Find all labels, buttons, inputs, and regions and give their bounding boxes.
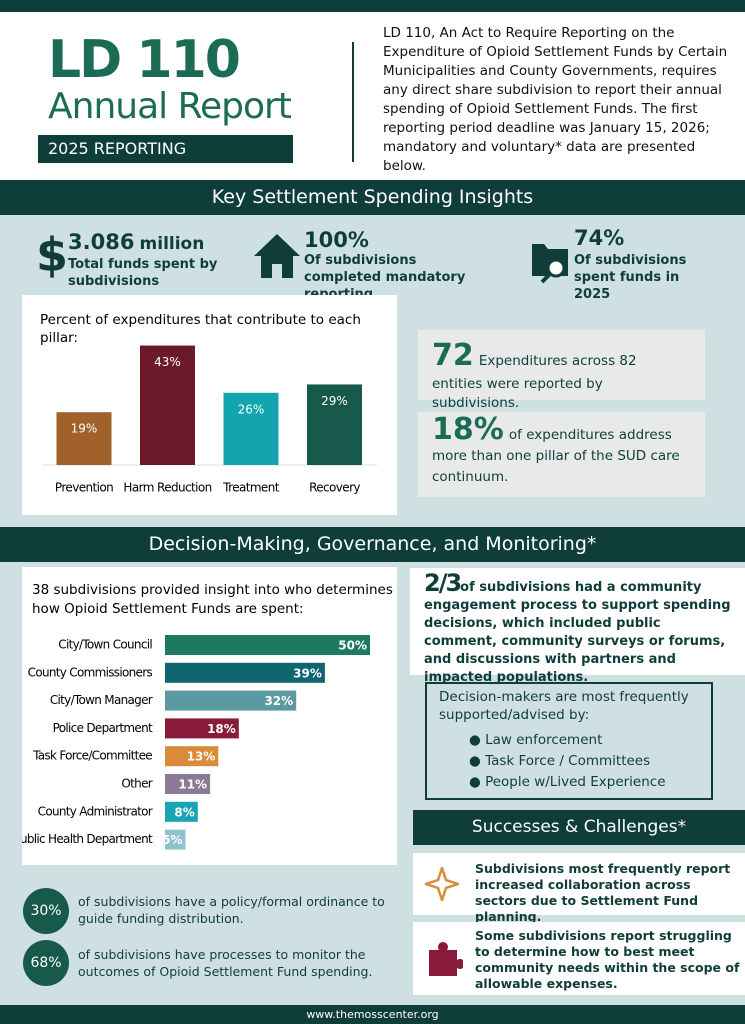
value-label: 8% (174, 805, 194, 819)
y-tick-label: City/Town Manager (50, 693, 153, 707)
chart-panel: 38 subdivisions provided insight into wh… (22, 567, 397, 865)
bar (56, 412, 112, 465)
policy-text: of subdivisions have processes to monito… (78, 947, 373, 979)
header: LD 110 Annual Report 2025 REPORTING LD 1… (0, 12, 745, 180)
folder-icon (532, 244, 568, 284)
star-icon (425, 867, 459, 901)
advisor: ● Law enforcement (469, 732, 603, 748)
value-label: 39% (293, 666, 322, 680)
bar (165, 746, 219, 767)
value-label: 18% (207, 722, 236, 736)
chart-title: 38 subdivisions provided insight into wh… (32, 582, 393, 617)
top-band (0, 0, 745, 12)
chart-title: Percent of expenditures that contribute … (40, 312, 361, 346)
section-title: Key Settlement Spending Insights (0, 180, 745, 215)
challenge: Some subdivisions report struggling to d… (413, 922, 745, 995)
advisors-title: Decision-makers are most frequently supp… (439, 689, 689, 723)
bar (165, 690, 297, 711)
bar (223, 392, 279, 465)
house-icon (254, 234, 300, 278)
bar (307, 384, 362, 465)
advisor-text: Task Force / Committees (485, 753, 651, 769)
section-title: Decision-Making, Governance, and Monitor… (0, 527, 745, 562)
success-text: Subdivisions most frequently report incr… (475, 861, 731, 924)
bar (165, 718, 239, 739)
chart-panel: Percent of expenditures that contribute … (22, 295, 397, 515)
y-tick-label: Police Department (53, 721, 153, 735)
subtitle: Annual Report (48, 86, 292, 127)
callout-number: 72 (432, 338, 474, 373)
x-tick-label: Treatment (222, 481, 280, 495)
dollar-icon: $ (36, 228, 69, 282)
value-label: 43% (154, 355, 181, 369)
advisors: Decision-makers are most frequently supp… (425, 682, 713, 800)
x-tick-label: Prevention (55, 481, 113, 495)
title: LD 110 (48, 30, 241, 90)
stat-number: 3.086 (68, 230, 135, 254)
y-tick-label: Other (121, 777, 152, 791)
advisors-list: ● Law enforcement ● Task Force / Committ… (469, 730, 699, 793)
intro: LD 110, An Act to Require Reporting on t… (383, 25, 728, 174)
value-label: 5% (162, 833, 182, 847)
policy-number: 30% (23, 888, 69, 934)
stat-text: Of subdivisions spent funds in 2025 (574, 253, 687, 302)
stat-number: 74% (574, 226, 625, 250)
badge: 2025 REPORTING (38, 135, 293, 163)
callout: 18% of expenditures address more than on… (418, 412, 705, 497)
callout-number: 18% (432, 412, 504, 447)
advisor: ● Task Force / Committees (469, 753, 651, 769)
engagement-text: of subdivisions had a community engageme… (424, 580, 731, 685)
x-tick-label: Recovery (309, 481, 360, 495)
bar-chart: 19% Prevention 43% Harm Reduction 26% Treatme… (42, 345, 377, 495)
bar (165, 801, 198, 822)
y-tick-label: City/Town Council (58, 638, 152, 652)
x-tick-label: Harm Reduction (123, 481, 211, 495)
advisor-text: People w/Lived Experience (485, 774, 666, 790)
advisor: ● People w/Lived Experience (469, 774, 666, 790)
value-label: 29% (321, 394, 348, 408)
policy-number: 68% (23, 940, 69, 986)
success: Subdivisions most frequently report incr… (413, 853, 745, 924)
policy-text: of subdivisions have a policy/formal ord… (78, 894, 385, 926)
bar (165, 829, 186, 850)
advisor-text: Law enforcement (485, 732, 603, 748)
value-label: 11% (178, 778, 207, 792)
bar (165, 662, 325, 683)
stat: 3.086 million (68, 230, 204, 254)
challenge-text: Some subdivisions report struggling to d… (475, 928, 740, 991)
stat-number: 100% (304, 228, 369, 252)
puzzle-icon (429, 942, 463, 976)
callout-text: of expenditures address more than one pi… (432, 427, 680, 485)
value-label: 19% (71, 422, 98, 436)
bar (140, 345, 195, 465)
stat-unit: million (139, 234, 205, 254)
engagement-number: 2/3 (424, 569, 462, 597)
stat-text: Total funds spent by subdivisions (68, 257, 218, 289)
y-tick-label: County Commissioners (28, 665, 153, 679)
bar (165, 774, 211, 794)
bar (165, 635, 370, 655)
y-tick-label: County Administrator (38, 804, 153, 818)
callout: 72 Expenditures across 82 entities were … (418, 330, 705, 411)
value-label: 13% (187, 750, 216, 764)
value-label: 26% (238, 402, 265, 416)
subsection-title: Successes & Challenges* (413, 810, 745, 845)
divider (352, 42, 354, 162)
hbar-chart: City/Town Council 50% County Commissioners… (22, 635, 370, 850)
y-tick-label: Public Health Department (22, 832, 153, 846)
y-tick-label: Task Force/Committee (32, 749, 152, 763)
callout-text: Expenditures across 82 entities were rep… (432, 353, 637, 411)
value-label: 50% (338, 639, 367, 653)
footer: www.themosscenter.org (0, 1005, 745, 1024)
engagement: 2/3of subdivisions had a community engag… (410, 568, 745, 685)
value-label: 32% (264, 694, 293, 708)
